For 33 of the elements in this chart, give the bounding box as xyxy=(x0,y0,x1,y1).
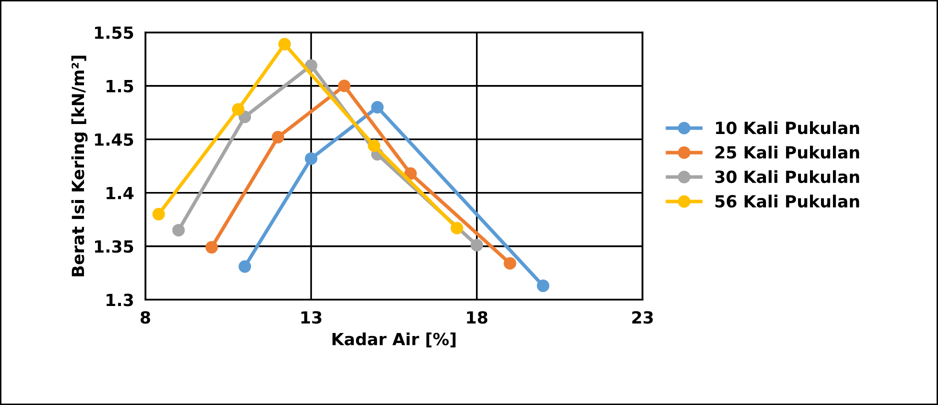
point xyxy=(238,110,252,124)
legend-label: 25 Kali Pukulan xyxy=(715,146,860,159)
x-tick-label: 13 xyxy=(301,311,322,324)
y-tick-label: 1.5 xyxy=(106,80,134,92)
y-axis-title: Berat Isi Kering [kN/m²] xyxy=(71,56,88,276)
y-tick-label: 1.4 xyxy=(106,186,134,200)
y-tick-label: 1.55 xyxy=(95,26,134,39)
point xyxy=(232,103,244,116)
point xyxy=(152,208,165,220)
point xyxy=(371,100,384,114)
point xyxy=(278,38,291,50)
x-tick-label: 8 xyxy=(140,311,150,324)
x-tick-label: 23 xyxy=(632,311,653,324)
point xyxy=(338,80,350,92)
point xyxy=(172,224,185,236)
point xyxy=(536,280,550,292)
legend-label: 10 Kali Pukulan xyxy=(716,121,860,134)
point xyxy=(470,238,484,252)
point xyxy=(368,139,380,152)
point xyxy=(504,257,516,270)
x-axis-title: Kadar Air [%] xyxy=(332,332,456,348)
point xyxy=(404,167,417,180)
point xyxy=(205,241,218,254)
y-tick-label: 1.3 xyxy=(106,294,133,306)
point xyxy=(272,130,284,144)
point xyxy=(304,152,318,165)
y-tick-label: 1.35 xyxy=(95,240,134,253)
y-tick-label: 1.45 xyxy=(95,134,134,146)
legend-label: 56 Kali Pukulan xyxy=(715,194,860,208)
legend-label: 30 Kali Pukulan xyxy=(715,170,860,184)
point xyxy=(450,222,464,234)
x-tick-label: 18 xyxy=(467,311,488,324)
point xyxy=(238,260,252,273)
